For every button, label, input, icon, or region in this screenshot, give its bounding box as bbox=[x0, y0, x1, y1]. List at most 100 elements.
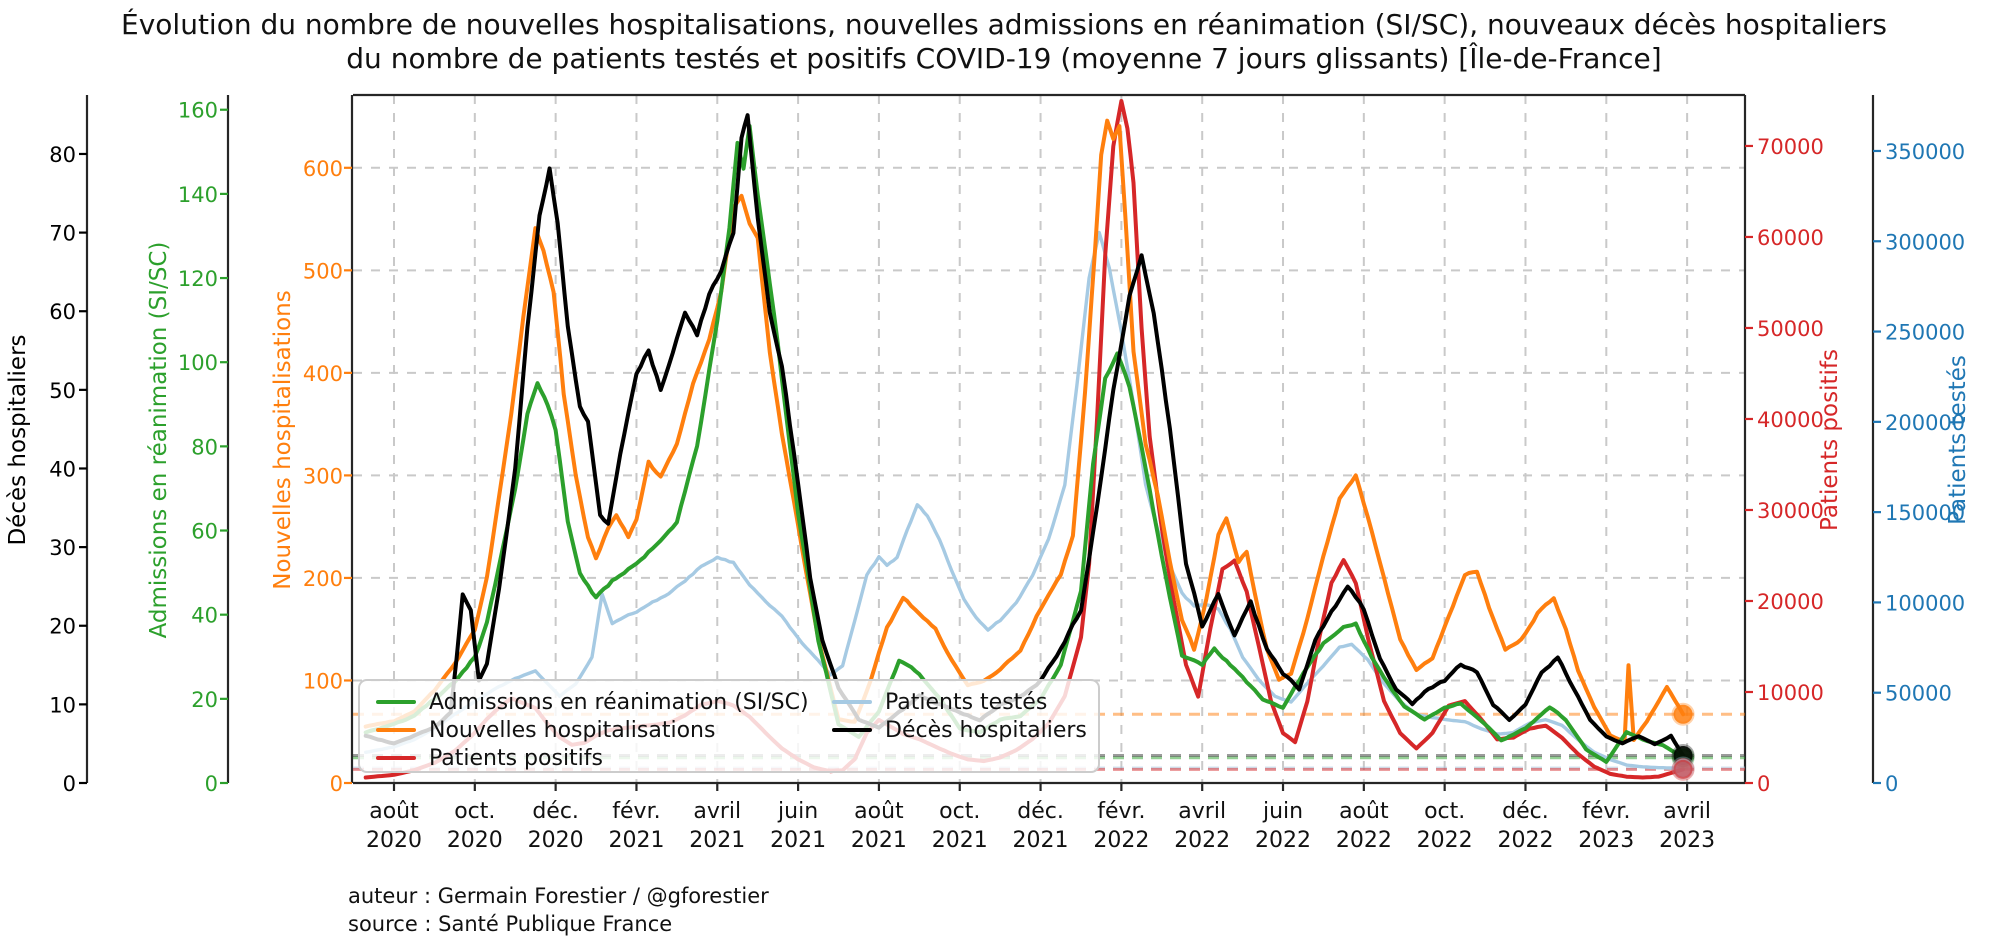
x-tick-label-year: 2021 bbox=[608, 828, 664, 853]
test-axis-tick-label: 100000 bbox=[1885, 591, 1965, 615]
x-tick-label-month: déc. bbox=[532, 799, 579, 824]
x-tick-label-month: oct. bbox=[939, 799, 980, 824]
legend-item-test: Patients testés bbox=[832, 688, 1087, 716]
x-tick-label-year: 2023 bbox=[1578, 828, 1634, 853]
x-tick-label-year: 2022 bbox=[1497, 828, 1553, 853]
legend: Admissions en réanimation (SI/SC) Nouvel… bbox=[358, 679, 1100, 773]
deces-axis-tick-label: 80 bbox=[49, 143, 76, 167]
x-tick-label-month: avril bbox=[693, 799, 741, 824]
test-axis-title: Patients testés bbox=[1945, 355, 1971, 525]
x-tick-label-month: févr. bbox=[1097, 799, 1145, 824]
hosp-axis-tick-label: 600 bbox=[303, 157, 343, 181]
x-tick-label-year: 2022 bbox=[1336, 828, 1392, 853]
series-line-pos bbox=[363, 99, 1686, 780]
legend-label-deces: Décès hospitaliers bbox=[885, 717, 1087, 743]
pos-axis-tick-label: 10000 bbox=[1757, 681, 1824, 705]
rea-axis-tick-label: 0 bbox=[205, 772, 218, 796]
test-axis-tick-label: 50000 bbox=[1885, 682, 1952, 706]
deces-axis-tick-label: 20 bbox=[49, 615, 76, 639]
series-line-hosp bbox=[363, 118, 1686, 744]
rea-axis-tick-label: 60 bbox=[191, 520, 218, 544]
series-line-test bbox=[364, 230, 1685, 770]
pos-axis-tick-label: 60000 bbox=[1757, 226, 1824, 250]
x-tick-label-year: 2021 bbox=[932, 828, 988, 853]
end-dot-hosp bbox=[1671, 702, 1695, 726]
x-tick-label-month: févr. bbox=[1582, 799, 1630, 824]
x-tick-label-month: août bbox=[369, 799, 419, 824]
pos-axis-tick-label: 70000 bbox=[1757, 135, 1824, 159]
legend-item-hosp: Nouvelles hospitalisations bbox=[376, 716, 809, 744]
chart-title-line2: du nombre de patients testés et positifs… bbox=[346, 42, 1662, 75]
rea-axis-tick-label: 20 bbox=[191, 688, 218, 712]
x-tick-label-month: déc. bbox=[1502, 799, 1549, 824]
test-axis-tick-label: 300000 bbox=[1885, 230, 1965, 254]
x-tick-label-month: déc. bbox=[1017, 799, 1064, 824]
x-tick-label-year: 2020 bbox=[366, 828, 422, 853]
x-tick-label-year: 2022 bbox=[1174, 828, 1230, 853]
rea-axis-tick-label: 80 bbox=[191, 435, 218, 459]
credits: auteur : Germain Forestier / @gforestier… bbox=[348, 882, 769, 938]
deces-axis-tick-label: 0 bbox=[63, 772, 76, 796]
pos-line-swatch bbox=[376, 756, 416, 760]
pos-axis-tick-label: 0 bbox=[1757, 772, 1770, 796]
legend-label-hosp: Nouvelles hospitalisations bbox=[429, 717, 716, 743]
legend-label-rea: Admissions en réanimation (SI/SC) bbox=[429, 689, 809, 715]
test-line-swatch bbox=[832, 700, 872, 704]
rea-axis-title: Admissions en réanimation (SI/SC) bbox=[146, 242, 172, 639]
x-tick-label-year: 2022 bbox=[1417, 828, 1473, 853]
pos-axis-tick-label: 30000 bbox=[1757, 499, 1824, 523]
credit-author: auteur : Germain Forestier / @gforestier bbox=[348, 884, 769, 908]
series-line-rea bbox=[363, 124, 1686, 764]
hosp-axis-tick-label: 400 bbox=[303, 362, 343, 386]
legend-label-pos: Patients positifs bbox=[429, 745, 604, 771]
legend-item-rea: Admissions en réanimation (SI/SC) bbox=[376, 688, 809, 716]
rea-axis-tick-label: 100 bbox=[178, 351, 218, 375]
legend-item-deces: Décès hospitaliers bbox=[832, 716, 1087, 744]
deces-axis-tick-label: 40 bbox=[49, 457, 76, 481]
test-axis-tick-label: 350000 bbox=[1885, 140, 1965, 164]
test-axis-tick-label: 0 bbox=[1885, 772, 1898, 796]
end-dot-pos bbox=[1671, 757, 1695, 781]
x-tick-label-month: août bbox=[854, 799, 904, 824]
deces-axis-tick-label: 50 bbox=[49, 379, 76, 403]
deces-axis-tick-label: 10 bbox=[49, 693, 76, 717]
rea-line-swatch bbox=[376, 700, 416, 704]
deces-line-swatch bbox=[832, 728, 872, 732]
legend-label-test: Patients testés bbox=[885, 689, 1048, 715]
chart-title: Évolution du nombre de nouvelles hospita… bbox=[0, 8, 2008, 76]
x-tick-label-month: août bbox=[1339, 799, 1389, 824]
legend-column-1: Admissions en réanimation (SI/SC) Nouvel… bbox=[376, 688, 809, 772]
pos-axis-tick-label: 50000 bbox=[1757, 317, 1824, 341]
test-axis-tick-label: 250000 bbox=[1885, 321, 1965, 345]
x-tick-label-month: févr. bbox=[612, 799, 660, 824]
rea-axis-tick-label: 140 bbox=[178, 183, 218, 207]
series-line-deces bbox=[363, 113, 1686, 758]
hosp-axis-tick-label: 300 bbox=[303, 464, 343, 488]
deces-axis-tick-label: 30 bbox=[49, 536, 76, 560]
x-tick-label-year: 2021 bbox=[689, 828, 745, 853]
test-axis-tick-label: 150000 bbox=[1885, 501, 1965, 525]
x-tick-label-month: oct. bbox=[454, 799, 495, 824]
x-tick-label-year: 2022 bbox=[1093, 828, 1149, 853]
pos-axis-title: Patients positifs bbox=[1817, 349, 1843, 531]
x-tick-label-year: 2020 bbox=[447, 828, 503, 853]
hosp-axis-tick-label: 0 bbox=[330, 772, 343, 796]
hosp-axis-tick-label: 100 bbox=[303, 669, 343, 693]
x-tick-label-month: oct. bbox=[1424, 799, 1465, 824]
deces-axis-title: Décès hospitaliers bbox=[5, 334, 31, 545]
rea-axis-tick-label: 120 bbox=[178, 267, 218, 291]
x-tick-label-year: 2021 bbox=[770, 828, 826, 853]
test-axis-tick-label: 200000 bbox=[1885, 411, 1965, 435]
legend-item-pos: Patients positifs bbox=[376, 744, 809, 772]
hosp-axis-tick-label: 200 bbox=[303, 567, 343, 591]
x-tick-label-month: avril bbox=[1663, 799, 1711, 824]
hosp-axis-title: Nouvelles hospitalisations bbox=[270, 290, 296, 589]
deces-axis-tick-label: 70 bbox=[49, 222, 76, 246]
x-tick-label-year: 2021 bbox=[851, 828, 907, 853]
hosp-line-swatch bbox=[376, 728, 416, 732]
pos-axis-tick-label: 40000 bbox=[1757, 408, 1824, 432]
rea-axis-tick-label: 160 bbox=[178, 99, 218, 123]
legend-column-2: Patients testés Décès hospitaliers bbox=[832, 688, 1087, 744]
